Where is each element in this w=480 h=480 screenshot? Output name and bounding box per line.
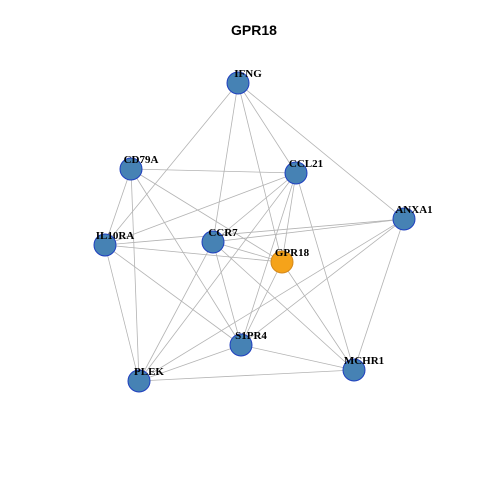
node-label: IL10RA — [96, 230, 135, 242]
node-label: MCHR1 — [344, 355, 384, 367]
edge — [212, 241, 355, 371]
node-label: PLEK — [134, 366, 164, 378]
edge — [104, 218, 405, 246]
edge — [138, 218, 405, 382]
node — [127, 369, 151, 393]
edge — [281, 261, 355, 371]
edge — [212, 172, 297, 243]
edge — [130, 168, 297, 174]
node-label: CCR7 — [208, 227, 238, 239]
node-label: GPR18 — [275, 247, 310, 259]
edge — [138, 369, 355, 382]
edge — [240, 172, 297, 346]
node — [342, 358, 366, 382]
edge — [130, 168, 283, 263]
edge — [104, 244, 283, 263]
edge — [104, 244, 242, 346]
edge — [138, 344, 242, 382]
node — [226, 71, 250, 95]
edge — [104, 168, 132, 246]
edge — [130, 168, 242, 346]
node — [119, 157, 143, 181]
node — [229, 333, 253, 357]
edge — [237, 82, 297, 174]
node — [284, 161, 308, 185]
node — [392, 207, 416, 231]
title: GPR18 — [231, 22, 277, 38]
edge — [104, 172, 297, 246]
node — [93, 233, 117, 257]
node-label: S1PR4 — [235, 330, 267, 342]
edge — [240, 261, 283, 346]
edge — [212, 241, 283, 263]
node — [201, 230, 225, 254]
node-label: CCL21 — [289, 158, 323, 170]
edge — [138, 172, 297, 382]
edge — [212, 82, 239, 243]
edge — [138, 241, 214, 382]
node-label: CD79A — [124, 154, 159, 166]
edge — [281, 172, 297, 263]
node-label: IFNG — [234, 68, 262, 80]
edge — [104, 244, 140, 382]
edge — [237, 82, 405, 220]
edge — [130, 168, 140, 382]
edge — [240, 344, 355, 371]
edge — [353, 218, 405, 371]
node-label: ANXA1 — [395, 204, 432, 216]
edge — [295, 172, 355, 371]
edge — [212, 241, 242, 346]
edge — [240, 218, 405, 346]
edge — [104, 82, 239, 246]
node — [270, 250, 294, 274]
edge — [212, 218, 405, 243]
